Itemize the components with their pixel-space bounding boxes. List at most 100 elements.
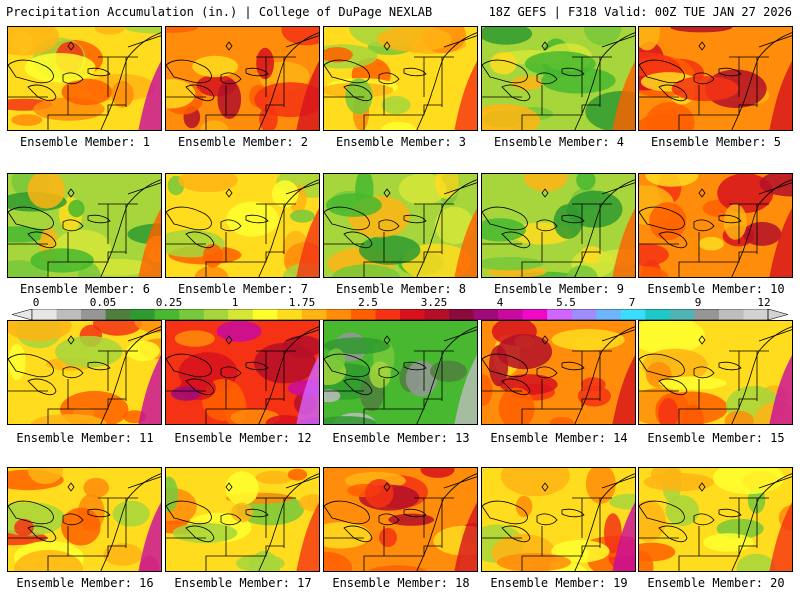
precip-blob [94, 27, 125, 35]
colorbar-tick-label: 1.75 [288, 296, 316, 309]
precip-blob [551, 328, 625, 351]
precip-field [324, 174, 477, 277]
precip-blob [255, 470, 294, 485]
diamond-marker-icon [383, 482, 391, 492]
colorbar-swatch [56, 309, 82, 320]
map-outlines [482, 473, 635, 571]
coastal-precip-band [769, 61, 792, 130]
colorbar-swatch [743, 309, 769, 320]
precip-blob [174, 330, 215, 347]
precip-blob [658, 398, 679, 424]
coastal-precip-band [612, 502, 635, 571]
precip-blob [723, 204, 747, 240]
precip-blob [225, 471, 259, 506]
colorbar-swatch [498, 309, 524, 320]
precip-blob [713, 468, 785, 495]
precip-blob [216, 321, 262, 342]
member-caption: Ensemble Member: 11 [16, 431, 154, 445]
colorbar-tick-label: 1 [231, 296, 239, 309]
precip-field [324, 321, 477, 424]
member-caption: Ensemble Member: 9 [493, 282, 625, 296]
precip-blob [200, 120, 228, 130]
precip-blob [434, 174, 460, 199]
ensemble-member-map [481, 467, 636, 572]
colorbar-tick-label: 0 [32, 296, 40, 309]
member-caption: Ensemble Member: 6 [19, 282, 151, 296]
precip-field [166, 468, 319, 571]
member-caption: Ensemble Member: 13 [332, 431, 470, 445]
coastal-precip-band [296, 208, 319, 277]
precip-field [482, 321, 635, 424]
diamond-marker-icon [698, 188, 706, 198]
precip-blob [172, 522, 238, 544]
colorbar-swatch [32, 309, 58, 320]
map-outlines [8, 326, 161, 424]
precip-blob [93, 321, 143, 336]
colorbar-tick-label: 4 [496, 296, 504, 309]
ensemble-member-map [7, 320, 162, 425]
precip-field [8, 321, 161, 424]
precip-blob [639, 266, 669, 277]
colorbar-max-arrow [767, 309, 788, 320]
precip-blob [217, 79, 242, 119]
precip-blob [112, 500, 150, 527]
precip-blob [639, 243, 669, 267]
coastal-precip-band [769, 208, 792, 277]
coastal-precip-band [454, 502, 477, 571]
coastal-precip-band [296, 61, 319, 130]
colorbar-swatch [105, 309, 131, 320]
colorbar-tick-label: 2.5 [358, 296, 378, 309]
precip-blob [398, 174, 447, 205]
ensemble-member-map [638, 467, 793, 572]
precip-blob [83, 477, 109, 498]
precip-field [8, 27, 161, 130]
precip-blob [482, 374, 493, 406]
colorbar-tick-label: 0.25 [155, 296, 183, 309]
diamond-marker-icon [541, 482, 549, 492]
coastal-precip-band [454, 208, 477, 277]
ensemble-member-map [638, 26, 793, 131]
map-outlines [482, 179, 635, 277]
map-outlines [639, 473, 792, 571]
diamond-marker-icon [383, 335, 391, 345]
colorbar-swatch [228, 309, 254, 320]
map-outlines [482, 32, 635, 130]
map-outlines [166, 179, 319, 277]
precip-blob [377, 27, 452, 52]
member-caption: Ensemble Member: 7 [177, 282, 309, 296]
precip-field [8, 174, 161, 277]
precip-blob [31, 414, 107, 424]
precip-blob [124, 27, 161, 34]
member-caption: Ensemble Member: 14 [490, 431, 628, 445]
precip-blob [192, 55, 239, 78]
map-outlines [482, 326, 635, 424]
precip-field [8, 468, 161, 571]
colorbar-swatch [154, 309, 180, 320]
map-outlines [324, 473, 477, 571]
precip-blob [11, 114, 43, 126]
precip-blob [482, 104, 541, 130]
precip-field [482, 468, 635, 571]
precip-blob [68, 199, 85, 218]
precip-field [639, 468, 792, 571]
colorbar-swatch [375, 309, 401, 320]
colorbar-swatch [449, 309, 475, 320]
precip-blob [482, 27, 533, 45]
precip-blob [643, 473, 714, 492]
precip-blob [265, 415, 304, 424]
colorbar-swatch [277, 309, 303, 320]
colorbar-swatch [571, 309, 597, 320]
precip-blob [498, 387, 535, 424]
precip-blob [30, 248, 94, 273]
precip-blob [577, 385, 611, 407]
precip-blob [379, 527, 397, 548]
precip-blob [111, 80, 134, 108]
precip-field [639, 321, 792, 424]
coastal-precip-band [769, 502, 792, 571]
precip-blob [609, 493, 635, 510]
precip-blob [326, 193, 382, 217]
precip-blob [282, 335, 319, 358]
precip-blob [496, 334, 553, 370]
member-caption: Ensemble Member: 5 [650, 135, 782, 149]
precip-blob [430, 360, 467, 382]
